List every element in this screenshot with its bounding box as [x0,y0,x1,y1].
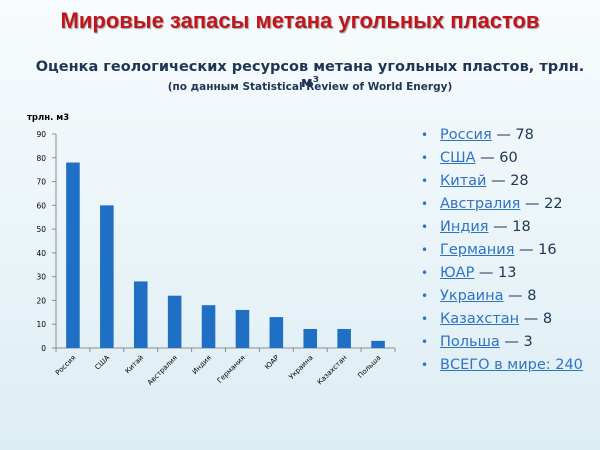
country-link[interactable]: Германия [440,242,515,258]
bullet-icon: • [421,151,429,165]
list-item: • США — 60 [419,147,583,170]
list-item: • Украина — 8 [419,285,583,308]
bullet-icon: • [421,266,429,280]
bullet-icon: • [421,312,429,326]
bar [133,281,148,348]
list-item: • Австралия — 22 [419,193,583,216]
country-link[interactable]: ЮАР [440,265,475,281]
bar [66,162,80,348]
country-link[interactable]: Польша [440,334,500,350]
list-item: • Россия — 78 [419,124,583,147]
x-tick-label: Австралия [146,354,179,387]
bullet-icon: • [421,220,429,234]
country-link[interactable]: Австралия [440,196,521,212]
x-tick-label: Польша [356,354,382,380]
list-value: — 78 [491,127,534,143]
x-tick-label: ЮАР [263,354,280,371]
bullet-icon: • [421,243,429,257]
chart-subtitle: (по данным Statistical Review of World E… [167,81,453,93]
bar [167,295,182,348]
list-value: — 22 [520,196,563,212]
y-tick-label: 20 [36,296,46,305]
bullet-icon: • [421,358,429,372]
bar [269,317,284,348]
x-tick-label: Казахстан [316,354,349,387]
bar [100,205,114,348]
country-link[interactable]: Россия [440,127,492,143]
list-value: — 8 [519,311,553,327]
y-tick-label: 40 [36,249,46,258]
x-tick-label: Россия [54,354,77,377]
x-tick-label: Германия [216,354,247,385]
bullet-icon: • [421,197,429,211]
y-tick-label: 0 [41,344,46,353]
list-value: — 3 [499,334,533,350]
y-tick-label: 10 [36,320,46,329]
country-list: • Россия — 78 • США — 60 • Китай — 28 • Авст… [419,124,583,377]
bar [371,340,385,348]
bar [201,305,216,348]
y-tick-label: 30 [36,273,46,282]
list-item: • Китай — 28 [419,170,583,193]
bullet-icon: • [421,289,429,303]
country-link[interactable]: Индия [440,219,489,235]
bullet-icon: • [421,128,429,142]
list-value: — 16 [514,242,557,258]
y-tick-label: 70 [36,178,46,187]
x-tick-label: Китай [124,354,146,376]
list-value: — 60 [475,150,518,166]
bar [303,328,318,348]
bullet-icon: • [421,335,429,349]
list-value: — 13 [474,265,517,281]
list-item: • ЮАР — 13 [419,262,583,285]
list-item: • ВСЕГО в мире: 240 [419,354,583,377]
y-tick-label: 90 [36,130,46,139]
y-tick-label: 60 [36,201,46,210]
x-tick-label: США [93,354,111,372]
bar [337,328,351,348]
bullet-icon: • [421,174,429,188]
list-item: • Индия — 18 [419,216,583,239]
y-tick-label: 80 [36,154,46,163]
y-tick-label: 50 [36,225,46,234]
country-link[interactable]: Украина [440,288,504,304]
list-value: — 18 [488,219,531,235]
country-link[interactable]: США [440,150,476,166]
slide-title: Мировые запасы метана угольных пластов [60,8,540,33]
country-link[interactable]: Китай [440,173,487,189]
list-item: • Казахстан — 8 [419,308,583,331]
x-tick-label: Индия [191,354,213,376]
country-link[interactable]: Казахстан [440,311,520,327]
y-axis-label: трлн. м3 [27,113,70,123]
total-link[interactable]: ВСЕГО в мире: 240 [440,357,583,373]
bar [235,309,250,348]
list-value: — 8 [503,288,537,304]
list-item: • Германия — 16 [419,239,583,262]
x-tick-label: Украина [287,354,314,381]
list-value: — 28 [486,173,529,189]
list-item: • Польша — 3 [419,331,583,354]
chart-title: Оценка геологических ресурсов метана уго… [35,59,585,91]
